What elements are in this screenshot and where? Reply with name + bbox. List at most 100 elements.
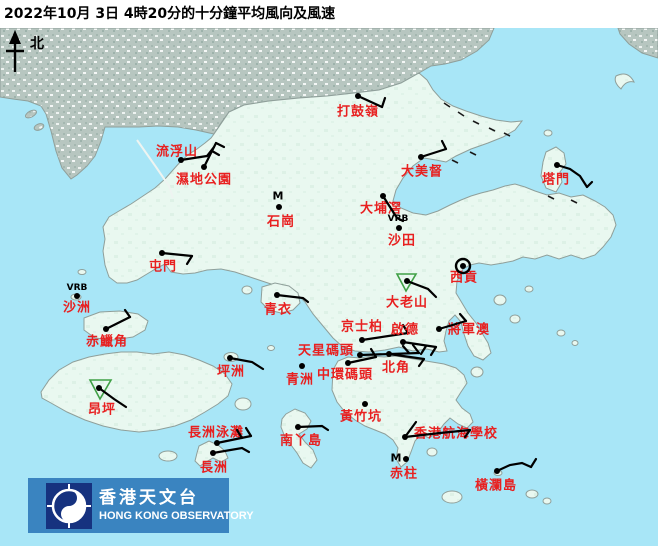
station-ta-kwu-ling: 打鼓嶺 [337, 93, 387, 120]
station-label: 中環碼頭 [317, 367, 373, 383]
station-dot [345, 360, 351, 366]
island-lung-kwu-chau [77, 269, 87, 275]
islet-south-1 [426, 447, 438, 457]
station-label: 石崗 [266, 215, 295, 230]
station-label: 濕地公園 [176, 172, 232, 188]
rocky-coast-marks [443, 102, 578, 204]
station-central-pier: 中環碼頭 [317, 347, 378, 383]
station-waglan-island: 橫瀾島 [475, 457, 538, 494]
station-label: 啟德 [391, 322, 419, 338]
station-sha-tin: 沙田 VRB [388, 214, 415, 249]
station-flag-vrb: VRB [388, 214, 409, 224]
wind-barb [403, 428, 472, 439]
station-wetland-park: 濕地公園 [176, 141, 232, 188]
station-ngong-ping: 昂坪 [88, 379, 128, 418]
island-hong-kong [331, 355, 474, 468]
station-dot [96, 385, 102, 391]
wind-barb-feather [403, 420, 418, 439]
wind-barb-feather [401, 344, 411, 355]
wind-barb [360, 331, 410, 342]
station-flag-m: M [273, 190, 284, 203]
wind-barb-feather [123, 308, 132, 319]
station-dot [362, 401, 368, 407]
island-hei-ling-chau [234, 397, 252, 411]
wind-barb-feather [429, 345, 438, 357]
station-dot [396, 225, 402, 231]
wind-barb [296, 424, 330, 432]
station-dot [400, 339, 406, 345]
wind-barb-feather [585, 180, 594, 189]
station-cheung-chau-beach: 長洲泳灘 [188, 425, 253, 446]
islet-ninepin-1 [556, 329, 566, 337]
wind-barb [387, 352, 426, 361]
wind-barb-feather [235, 428, 244, 440]
station-shek-kong: 石崗 M [266, 190, 295, 230]
north-arrow-label: 北 [30, 36, 44, 52]
wind-barb [202, 141, 218, 169]
station-flag-m: M [391, 452, 402, 465]
station-kings-park: 京士柏 [341, 319, 410, 343]
station-dot [295, 424, 301, 430]
hko-logo: 香港天文台 HONG KONG OBSERVATORY [28, 478, 254, 533]
station-label: 天星碼頭 [298, 344, 354, 359]
coastline-layer [0, 27, 658, 505]
station-dot [403, 456, 409, 462]
island-lantau [40, 351, 233, 433]
station-label: 南丫島 [280, 433, 322, 449]
islet-tolo [543, 129, 553, 137]
land-new-territories [102, 72, 617, 361]
north-arrow-head [9, 30, 21, 44]
station-label: 長洲 [200, 461, 228, 476]
station-kai-tak: 啟德 [391, 322, 438, 357]
station-dot [380, 193, 386, 199]
wind-barb-feather [417, 357, 426, 368]
station-stanley: 赤柱M [390, 452, 417, 482]
island-po-toi [441, 490, 463, 504]
station-lamma-island: 南丫島 [280, 424, 330, 449]
station-label: 橫瀾島 [475, 478, 517, 494]
wind-barb-feather [369, 347, 378, 359]
station-hk-sea-school: 香港航海學校 [402, 420, 498, 442]
station-label: 香港航海學校 [413, 426, 498, 442]
islet-port-shelter-1 [493, 294, 507, 306]
station-dot [402, 434, 408, 440]
station-dot [460, 263, 466, 269]
north-arrow [6, 30, 24, 72]
station-label: 赤鱲角 [86, 334, 128, 350]
station-dot [386, 351, 392, 357]
station-label: 將軍澳 [448, 322, 490, 338]
station-tsing-yi: 青衣 [264, 292, 310, 318]
wind-barb [215, 434, 253, 445]
islet-port-shelter-3 [524, 285, 534, 293]
title-bar [0, 0, 658, 28]
station-dot [210, 450, 216, 456]
station-sai-kung: 西貢 [450, 257, 478, 286]
island-airport [83, 310, 149, 341]
wind-barb [211, 446, 251, 455]
station-label: 青洲 [286, 372, 314, 388]
map-title: 2022年10月 3日 4時20分的十分鐘平均風向及風速 [4, 5, 335, 22]
wind-barb-feather [185, 254, 194, 266]
logo-swirl-icon [61, 490, 85, 522]
station-tates-cairn: 大老山 [386, 273, 438, 311]
logo-name-zh: 香港天文台 [99, 487, 199, 508]
wind-barb-feather [463, 428, 472, 439]
station-label: 西貢 [450, 271, 478, 286]
station-peng-chau: 坪洲 [217, 355, 265, 380]
wind-barb [160, 251, 194, 258]
wind-barb [179, 154, 209, 162]
islet-deep-bay-2 [33, 123, 45, 131]
logo-name-en: HONG KONG OBSERVATORY [99, 510, 254, 522]
station-dot [103, 326, 109, 332]
station-tseung-kwan-o: 將軍澳 [436, 312, 490, 338]
station-chek-lap-kok: 赤鱲角 [86, 308, 132, 350]
station-dot [494, 468, 500, 474]
islet-deep-bay-1 [25, 109, 37, 119]
calm-circle [454, 257, 472, 275]
wind-barb-feather [529, 457, 538, 469]
wind-barb-feather [214, 141, 226, 149]
station-label: 大埔滘 [360, 201, 402, 217]
shenzhen-bay-bridge [136, 139, 174, 199]
